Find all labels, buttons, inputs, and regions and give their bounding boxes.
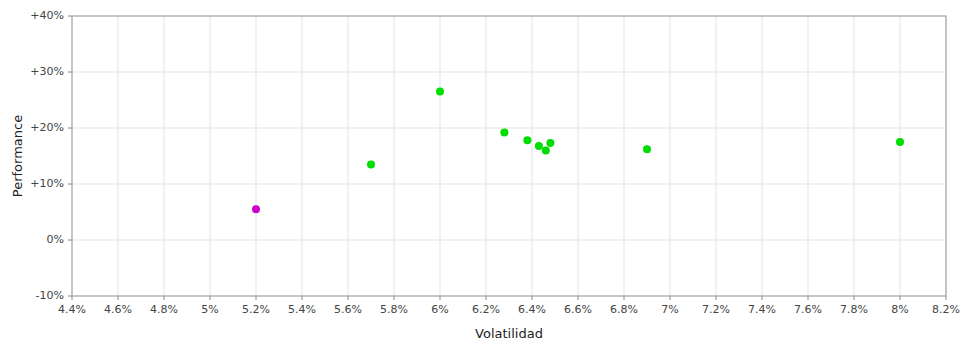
tick-x: [394, 296, 395, 300]
grid-line-x: [578, 16, 579, 296]
tick-label-x: 5.2%: [242, 303, 270, 316]
data-points: [252, 88, 904, 214]
series: [367, 88, 904, 169]
grid-line-x: [164, 16, 165, 296]
tick-x: [532, 296, 533, 300]
tick-label-x: 7%: [661, 303, 678, 316]
tick-x: [440, 296, 441, 300]
tick-label-x: 6.6%: [564, 303, 592, 316]
tick-label-x: 7.6%: [794, 303, 822, 316]
scatter-point: [643, 145, 651, 153]
tick-x: [348, 296, 349, 300]
grid-line-x: [670, 16, 671, 296]
tick-x: [670, 296, 671, 300]
plot-background: [72, 16, 946, 296]
plot-frame: [72, 16, 946, 296]
tick-y: [68, 16, 72, 17]
tick-y: [68, 72, 72, 73]
scatter-point: [367, 160, 375, 168]
grid-line-x: [854, 16, 855, 296]
grid-line-x: [900, 16, 901, 296]
grid-line-x: [762, 16, 763, 296]
tick-label-x: 7.4%: [748, 303, 776, 316]
tick-label-x: 6.8%: [610, 303, 638, 316]
grid-line-x: [532, 16, 533, 296]
grid-line-x: [118, 16, 119, 296]
x-axis-label: Volatilidad: [475, 326, 543, 341]
tick-labels: 4.4% 4.6% 4.8% 5% 5.2% 5.4% 5.6% 5.8% 6% 6.2% 6.4%…: [30, 9, 960, 316]
grid-line-x: [348, 16, 349, 296]
tick-label-y: +20%: [30, 121, 64, 134]
tick-y: [68, 296, 72, 297]
tick-x: [900, 296, 901, 300]
tick-x: [762, 296, 763, 300]
grid-line-y: [72, 240, 946, 241]
tick-label-x: 6%: [431, 303, 448, 316]
chart: 4.4% 4.6% 4.8% 5% 5.2% 5.4% 5.6% 5.8% 6% 6.2% 6.4%…: [0, 0, 966, 350]
tick-y: [68, 240, 72, 241]
scatter-point: [535, 142, 543, 150]
tick-x: [854, 296, 855, 300]
tick-label-y: -10%: [36, 289, 64, 302]
tick-x: [578, 296, 579, 300]
scatter-point: [500, 128, 508, 136]
tick-label-y: +30%: [30, 65, 64, 78]
tick-label-x: 4.8%: [150, 303, 178, 316]
tick-x: [946, 296, 947, 300]
tick-label-x: 5.6%: [334, 303, 362, 316]
scatter-point: [542, 146, 550, 154]
tick-x: [624, 296, 625, 300]
grid-line-x: [210, 16, 211, 296]
grid-line-x: [716, 16, 717, 296]
grid-line-x: [808, 16, 809, 296]
grid-line-x: [302, 16, 303, 296]
tick-label-x: 4.6%: [104, 303, 132, 316]
grid-line-x: [256, 16, 257, 296]
tick-x: [302, 296, 303, 300]
tick-label-x: 6.4%: [518, 303, 546, 316]
tick-label-x: 7.2%: [702, 303, 730, 316]
tick-label-x: 7.8%: [840, 303, 868, 316]
tick-label-x: 5.4%: [288, 303, 316, 316]
tick-label-x: 6.2%: [472, 303, 500, 316]
grid-line-x: [624, 16, 625, 296]
tick-x: [164, 296, 165, 300]
tick-x: [256, 296, 257, 300]
scatter-point: [436, 88, 444, 96]
tick-x: [118, 296, 119, 300]
tick-label-x: 5.8%: [380, 303, 408, 316]
tick-label-y: 0%: [47, 233, 64, 246]
tick-label-x: 8%: [891, 303, 908, 316]
tick-label-y: +40%: [30, 9, 64, 22]
tick-x: [72, 296, 73, 300]
grid-line-y: [72, 184, 946, 185]
tick-x: [486, 296, 487, 300]
tick-label-y: +10%: [30, 177, 64, 190]
chart-container: 4.4% 4.6% 4.8% 5% 5.2% 5.4% 5.6% 5.8% 6% 6.2% 6.4%…: [0, 0, 966, 350]
y-axis-label: Performance: [10, 115, 25, 197]
tick-label-x: 4.4%: [58, 303, 86, 316]
tick-x: [716, 296, 717, 300]
grid-line-y: [72, 72, 946, 73]
grid: [72, 16, 946, 296]
tick-label-x: 5%: [201, 303, 218, 316]
series: [252, 205, 260, 213]
grid-line-x: [394, 16, 395, 296]
scatter-point: [546, 139, 554, 147]
scatter-point: [896, 138, 904, 146]
tick-label-x: 8.2%: [932, 303, 960, 316]
tick-x: [210, 296, 211, 300]
grid-line-x: [486, 16, 487, 296]
grid-line-y: [72, 128, 946, 129]
grid-line-x: [440, 16, 441, 296]
scatter-point: [252, 205, 260, 213]
tick-y: [68, 128, 72, 129]
tick-x: [808, 296, 809, 300]
tick-y: [68, 184, 72, 185]
scatter-point: [523, 136, 531, 144]
